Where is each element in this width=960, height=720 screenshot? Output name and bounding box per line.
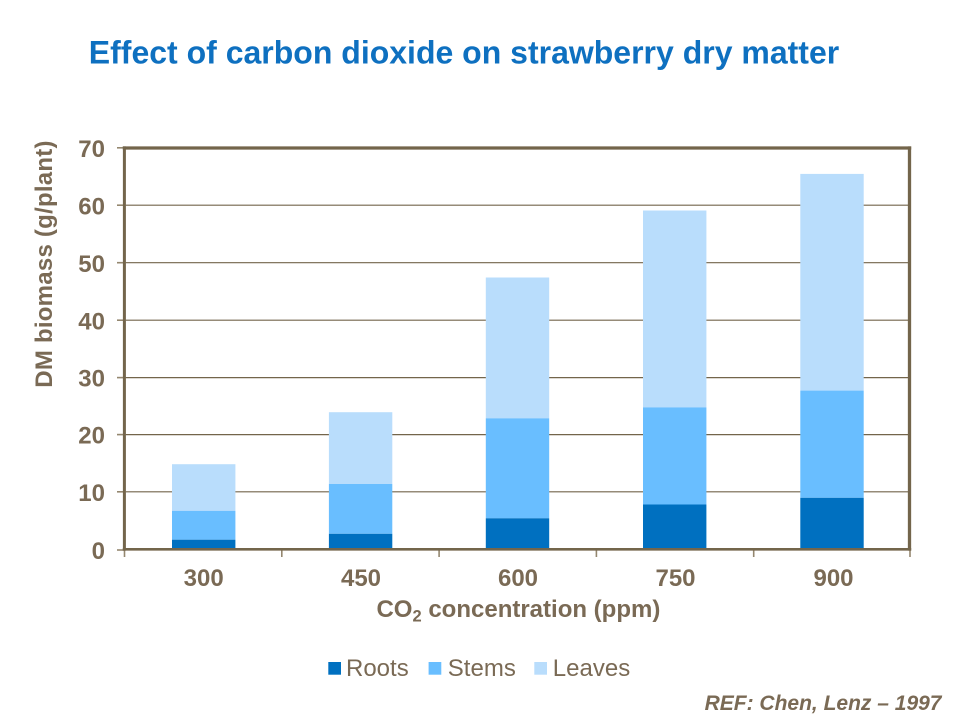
svg-text:CO2 concentration (ppm): CO2 concentration (ppm)	[376, 596, 660, 626]
svg-text:40: 40	[78, 308, 105, 335]
svg-text:Roots: Roots	[346, 655, 409, 682]
svg-text:450: 450	[341, 565, 381, 592]
svg-text:900: 900	[813, 565, 853, 592]
svg-text:750: 750	[655, 565, 695, 592]
svg-text:10: 10	[78, 480, 105, 507]
svg-text:Effect of carbon dioxide on st: Effect of carbon dioxide on strawberry d…	[89, 34, 839, 70]
svg-text:REF: Chen, Lenz – 1997: REF: Chen, Lenz – 1997	[705, 692, 943, 715]
svg-text:Stems: Stems	[448, 655, 516, 682]
svg-text:60: 60	[78, 193, 105, 220]
svg-text:0: 0	[92, 538, 105, 565]
svg-text:300: 300	[184, 565, 224, 592]
svg-text:30: 30	[78, 366, 105, 393]
svg-text:20: 20	[78, 423, 105, 450]
svg-text:600: 600	[498, 565, 538, 592]
svg-text:DM biomass (g/plant): DM biomass (g/plant)	[31, 140, 58, 387]
svg-text:70: 70	[78, 136, 105, 163]
svg-text:Leaves: Leaves	[553, 655, 630, 682]
svg-text:50: 50	[78, 251, 105, 278]
